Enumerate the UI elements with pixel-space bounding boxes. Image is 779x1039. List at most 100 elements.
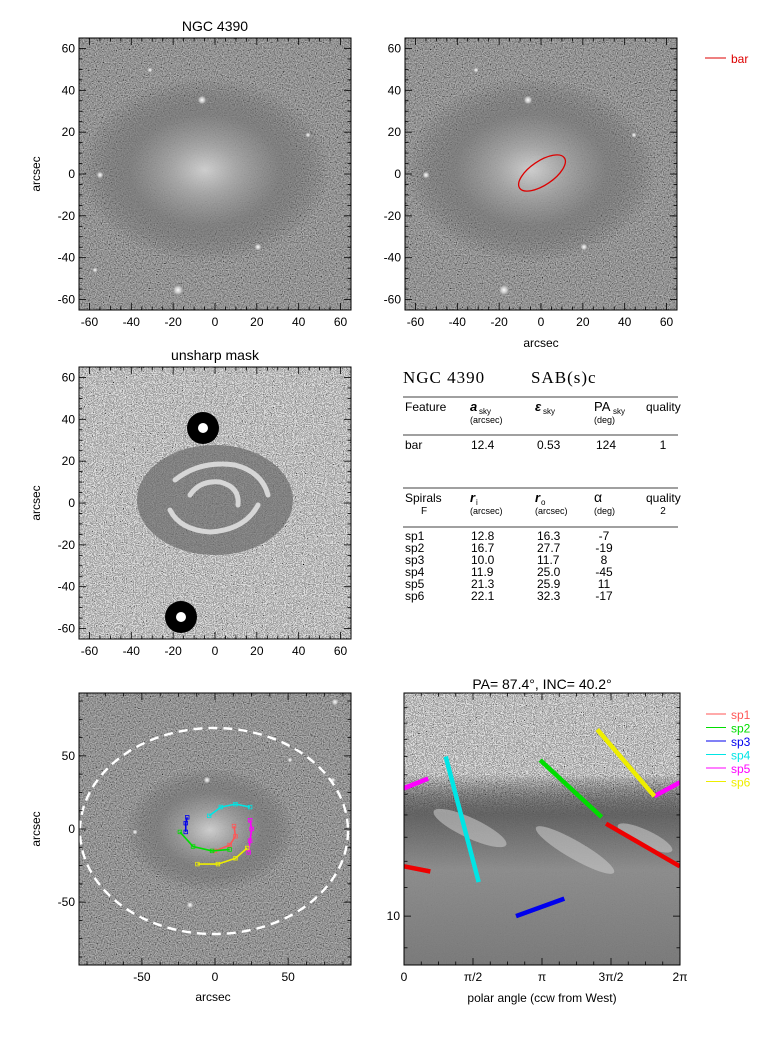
axes: -50 0 50 -50 0 50 [58, 693, 351, 984]
x-tick-label: 0 [212, 970, 219, 984]
col-quality: quality [646, 491, 681, 505]
x-tick-label: -60 [81, 315, 99, 329]
table-row: sp2 16.7 27.7 -19 [405, 541, 613, 555]
spiral-point-sp2 [177, 829, 183, 835]
spiral-point-sp3 [185, 815, 190, 820]
col-ri-sub: i [476, 498, 478, 507]
panel-spiral-overlay: -50 0 50 -50 0 50 arcsec arcsec [29, 692, 352, 1004]
col-alpha-unit: (deg) [594, 506, 615, 516]
spiral-point-sp1 [231, 823, 237, 829]
cell: 21.3 [471, 577, 495, 591]
spiral-point-sp3 [183, 820, 188, 826]
x-tick-label: -40 [123, 644, 141, 658]
y-tick-label: 40 [62, 83, 76, 97]
table-galaxy-type: SAB(s)c [531, 368, 597, 387]
polar-segment-sp3 [515, 896, 566, 919]
x-tick-label: -40 [449, 315, 467, 329]
y-tick-label: 40 [388, 83, 402, 97]
cell: 32.3 [537, 589, 561, 603]
col-ro-sub: o [541, 498, 546, 507]
x-tick-label: 20 [250, 644, 264, 658]
spiral-point-sp6 [195, 861, 200, 867]
x-tick-label: π [538, 970, 546, 984]
y-tick-label: 20 [388, 125, 402, 139]
polar-segment-sp6 [595, 728, 657, 798]
spiral-point-sp4 [206, 813, 212, 819]
x-tick-label: 3π/2 [599, 970, 624, 984]
col-ro-unit: (arcsec) [535, 506, 568, 516]
y-tick-label: 40 [62, 412, 76, 426]
y-tick-label: -20 [58, 209, 76, 223]
legend-label: sp5 [731, 762, 751, 776]
y-tick-label: -40 [58, 580, 76, 594]
y-tick-label: 0 [68, 496, 75, 510]
panel-bar-overlay: -60 -40 -20 0 20 40 60 -60 -40 -20 0 20 40 60 arcsec [384, 37, 678, 350]
y-tick-label: 60 [388, 41, 402, 55]
col-ro: r [535, 490, 541, 505]
spiral-point-sp2 [209, 848, 215, 854]
panel-title: NGC 4390 [182, 18, 248, 34]
x-tick-label: 2π [673, 970, 688, 984]
cell: sp6 [405, 589, 425, 603]
spiral-point-sp3 [183, 829, 188, 835]
y-tick-label: 60 [62, 41, 76, 55]
x-tick-label: 40 [292, 644, 306, 658]
star-core [198, 423, 208, 433]
parameter-table: NGC 4390 SAB(s)c Feature a sky (arcsec) … [403, 368, 681, 603]
y-axis-label: arcsec [29, 811, 43, 846]
cell: sp4 [405, 565, 425, 579]
polar-segment-sp2 [538, 758, 604, 819]
table-row: sp6 22.1 32.3 -17 [405, 589, 613, 603]
y-tick-label: 50 [62, 749, 76, 763]
disk-boundary-ellipse [79, 726, 350, 936]
axes: -60 -40 -20 0 20 40 60 -60 -40 -20 0 20 40 60 [58, 366, 352, 658]
spiral-arm-sp4 [208, 803, 251, 817]
cell: 10.0 [471, 553, 495, 567]
cell: 11.7 [537, 553, 560, 567]
y-tick-label: 20 [62, 125, 76, 139]
spiral-point-sp5 [247, 818, 253, 823]
polar-segment-sp4 [443, 755, 481, 883]
col-esky-sub: sky [543, 407, 555, 416]
cell: bar [405, 438, 422, 452]
y-tick-label: 10 [387, 909, 401, 923]
legend-label: sp2 [731, 722, 751, 736]
legend-label: sp4 [731, 749, 751, 763]
table-row: sp3 10.0 11.7 8 [405, 553, 608, 567]
x-tick-label: 60 [660, 315, 674, 329]
col-pasky-unit: (deg) [594, 415, 615, 425]
x-tick-label: 0 [212, 315, 219, 329]
cell: -19 [595, 541, 613, 555]
cell: -17 [595, 589, 613, 603]
polar-segment-bar [604, 821, 680, 869]
y-tick-label: -20 [384, 209, 402, 223]
field-stars [92, 67, 311, 296]
spiral-arm-sp1 [214, 825, 237, 852]
table-row-bar: bar 12.4 0.53 124 1 [405, 438, 667, 452]
spiral-arm-sp2 [179, 831, 230, 852]
y-tick-label: 0 [68, 167, 75, 181]
x-tick-label: 20 [576, 315, 590, 329]
col-quality: quality [646, 400, 681, 414]
col-asky: a [470, 399, 477, 414]
axes: 0 π/2 π 3π/2 2π 10 [387, 693, 688, 984]
x-tick-label: 50 [281, 970, 295, 984]
spiral-point-sp5 [246, 850, 251, 855]
polar-segments [404, 728, 680, 919]
x-tick-label: 20 [250, 315, 264, 329]
cell: 11.9 [471, 565, 494, 579]
cell: sp2 [405, 541, 425, 555]
cell: 12.8 [471, 529, 495, 543]
field-stars [422, 67, 637, 296]
axes: -60 -40 -20 0 20 40 60 -60 -40 -20 0 20 40 60 [58, 37, 352, 329]
spiral-point-sp2 [227, 847, 232, 852]
x-tick-label: -40 [123, 315, 141, 329]
y-axis-label: arcsec [29, 156, 43, 191]
panel-unsharp-mask: -60 -40 -20 0 20 40 60 -60 -40 -20 0 20 40 60 unsharp… [29, 347, 352, 658]
cell: sp1 [405, 529, 425, 543]
x-tick-label: π/2 [464, 970, 483, 984]
cell: 124 [596, 438, 616, 452]
cell: sp5 [405, 577, 425, 591]
